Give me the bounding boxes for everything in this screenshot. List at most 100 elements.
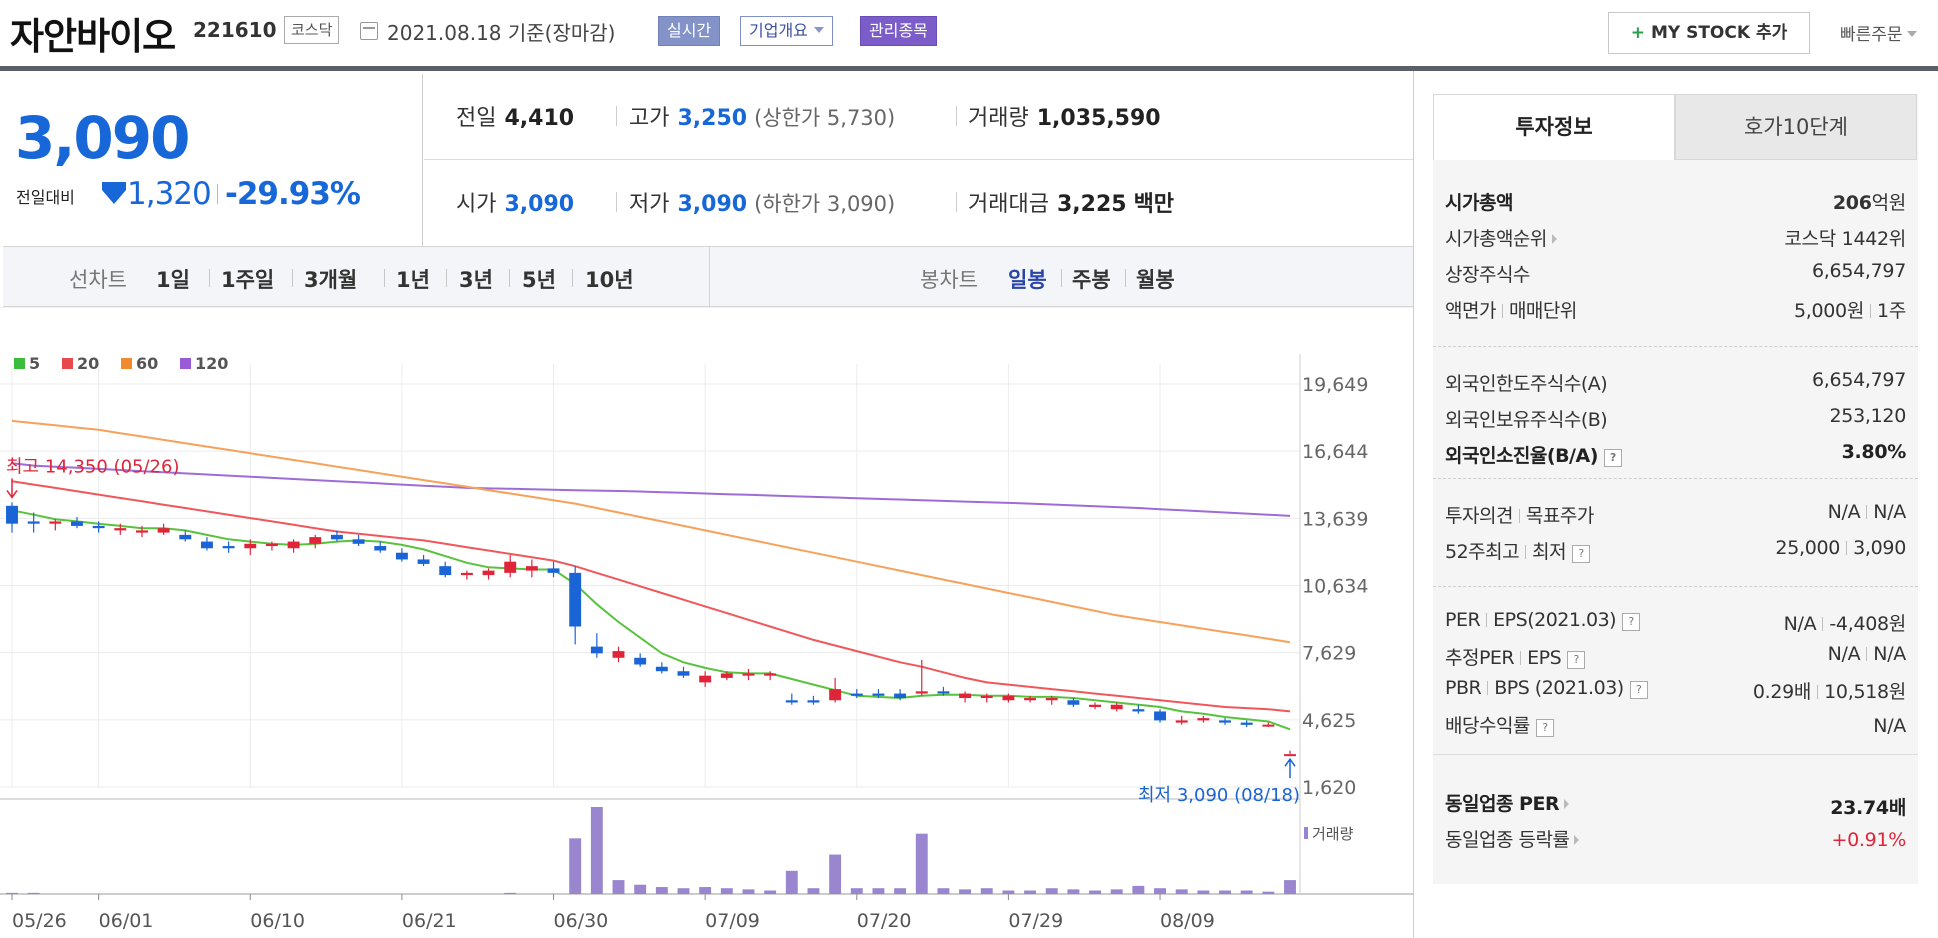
cell-divider [616,106,617,126]
volume-cell: 거래량 1,035,590 [968,100,1161,132]
realtime-button[interactable]: 실시간 [658,16,721,46]
price-chart[interactable]: 1,620 4,625 7,629 10,634 13,639 16,644 19,649 0… [0,307,1413,938]
tab-daily[interactable]: 일봉 [1008,268,1047,292]
volume-bar [1175,889,1188,894]
eps-value: -4,408원 [1829,613,1906,635]
amount-unit: 백만 [1133,192,1175,217]
help-icon[interactable]: ? [1567,651,1586,669]
candle-body [460,572,473,576]
candle-body [807,700,820,703]
pbr-bps-value: 0.29배 10,518원 [1753,677,1906,704]
help-icon[interactable]: ? [1622,613,1641,631]
tab-10y[interactable]: 10년 [585,268,634,292]
help-icon[interactable]: ? [1629,681,1648,699]
tab-divider [446,269,447,287]
sector-change-label-wrap[interactable]: 동일업종 등락률 [1445,825,1580,852]
pipe-separator [1518,509,1520,523]
foreign-hold-value: 253,120 [1829,405,1907,427]
company-overview-dropdown[interactable]: 기업개요 [740,16,833,46]
add-my-stock-label: MY STOCK 추가 [1650,23,1788,43]
volume-bar [1067,889,1080,894]
candle-body [482,570,495,576]
candle-body [677,671,690,676]
est-eps-label: EPS [1527,647,1562,669]
tab-1y[interactable]: 1년 [396,268,430,292]
candle-body [157,528,170,533]
open-cell: 시가 3,090 [456,186,574,218]
tab-weekly[interactable]: 주봉 [1072,268,1111,292]
volume-bar [677,888,690,894]
cap-rank-value: 코스닥 1442위 [1784,228,1906,250]
tab-1w[interactable]: 1주일 [221,268,275,292]
week52-value: 25,000 3,090 [1775,537,1906,559]
week52-high-label: 52주최고 [1445,541,1520,563]
candle-body [612,651,625,658]
tab-3m[interactable]: 3개월 [304,268,358,292]
volume-bar [872,888,885,894]
prev-close-value: 4,410 [504,106,575,131]
help-icon[interactable]: ? [1535,719,1554,737]
add-my-stock-button[interactable]: + MY STOCK 추가 [1608,12,1810,54]
sector-per-label: 동일업종 PER [1445,793,1560,815]
sector-change-value: +0.91% [1831,829,1907,851]
tab-investment-info[interactable]: 투자정보 [1433,94,1675,160]
candle-body [547,568,560,573]
line-chart-label: 선차트 [69,268,127,292]
volume-bar [764,890,777,894]
dividend-label: 배당수익률? [1445,711,1554,738]
pipe-separator [1501,304,1503,318]
cap-rank-label-wrap[interactable]: 시가총액순위 [1445,224,1557,251]
market-cap-section: 시가총액 206억원 시가총액순위 코스닥 1442위 상장주식수 6,654,… [1433,160,1918,346]
candle-body [330,534,343,540]
tab-divider [384,269,385,287]
help-icon[interactable]: ? [1603,449,1622,467]
quote-grid: 전일 4,410 고가 3,250 (상한가 5,730) 거래량 1,035,590… [424,74,1413,246]
tab-monthly[interactable]: 월봉 [1136,268,1175,292]
triangle-right-icon [1551,234,1557,244]
candle-body [937,691,950,694]
open-value: 3,090 [504,192,575,217]
candle-body [504,561,517,573]
x-tick-label: 05/26 [12,910,67,932]
low-label: 저가 [629,192,670,217]
down-arrow-icon [102,182,126,204]
sector-per-label-wrap[interactable]: 동일업종 PER [1445,789,1570,816]
quick-order-dropdown[interactable]: 빠른주문 [1840,20,1917,45]
candle-body [374,546,387,551]
tab-divider [292,269,293,287]
triangle-right-icon [1574,835,1580,845]
candle-body [287,541,300,549]
trade-unit-value: 1주 [1877,300,1906,322]
dividend-value: N/A [1873,715,1906,737]
x-tick-label: 06/21 [402,910,457,932]
help-icon[interactable]: ? [1572,545,1591,563]
price-chart-svg: 1,620 4,625 7,629 10,634 13,639 16,644 19,649 0… [0,307,1413,932]
candle-body [1262,724,1275,727]
y-tick-label: 1,620 [1302,777,1356,799]
cell-divider [956,106,957,126]
ma120-line [11,462,1291,517]
pipe-separator [1817,685,1819,699]
legend-label: 60 [136,354,158,373]
tab-1d[interactable]: 1일 [156,268,190,292]
volume-bar [504,892,517,894]
est-per-label-text: 추정PER [1445,647,1515,669]
candle-body [785,700,798,703]
tab-3y[interactable]: 3년 [459,268,493,292]
per-eps-value: N/A -4,408원 [1783,609,1907,636]
tab-orderbook-10[interactable]: 호가10단계 [1675,94,1917,160]
volume-legend-label: 거래량 [1312,825,1354,843]
per-value: N/A [1783,613,1817,635]
opinion-section: 투자의견 목표주가 N/A N/A 52주최고 최저? 25,000 3,090 [1433,478,1918,586]
candle-body [894,693,907,699]
candle-body [27,521,40,524]
managed-stock-badge[interactable]: 관리종목 [860,16,937,46]
opinion-label: 투자의견 목표주가 [1445,501,1594,528]
pipe-separator [1822,617,1824,631]
volume-value: 1,035,590 [1036,106,1161,131]
candle-body [1002,695,1015,701]
candle-body [850,693,863,696]
tab-5y[interactable]: 5년 [522,268,556,292]
stock-code: 221610 [193,18,277,42]
legend-swatch [14,358,25,369]
